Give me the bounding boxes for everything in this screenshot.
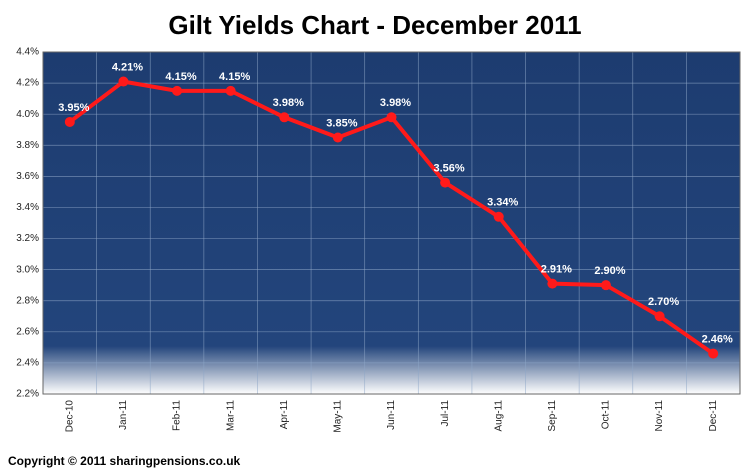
y-tick-label: 2.2% (16, 389, 39, 400)
y-tick-label: 4.2% (16, 78, 39, 89)
x-tick-label: May-11 (333, 400, 344, 433)
data-point (708, 348, 719, 359)
data-point (172, 85, 183, 96)
data-label: 4.15% (219, 71, 250, 83)
x-tick-label: Apr-11 (279, 400, 290, 430)
x-tick-label: Aug-11 (493, 400, 504, 432)
x-tick-label: Dec-10 (64, 400, 75, 433)
data-label: 3.98% (273, 97, 304, 109)
data-label: 4.15% (165, 71, 196, 83)
data-point (600, 280, 611, 291)
data-point (332, 132, 343, 143)
x-tick-label: Dec-11 (708, 400, 719, 432)
data-label: 2.91% (541, 264, 572, 276)
x-tick-label: Jan-11 (118, 400, 129, 430)
x-tick-label: Feb-11 (172, 400, 183, 431)
footer: Copyright © 2011 sharingpensions.co.uk (8, 454, 241, 468)
y-tick-label: 3.4% (16, 202, 39, 213)
data-point (654, 311, 665, 322)
y-tick-label: 2.6% (16, 326, 39, 337)
data-point (386, 112, 397, 123)
y-tick-label: 3.0% (16, 264, 39, 275)
data-label: 4.21% (112, 61, 143, 73)
data-label: 3.98% (380, 97, 411, 109)
x-tick-label: Jul-11 (440, 400, 451, 427)
data-point (64, 116, 75, 127)
y-tick-label: 3.2% (16, 233, 39, 244)
data-label: 3.95% (58, 102, 89, 114)
chart-title: Gilt Yields Chart - December 2011 (168, 10, 581, 40)
y-tick-label: 3.6% (16, 171, 39, 182)
data-label: 2.70% (648, 296, 679, 308)
y-tick-label: 3.8% (16, 140, 39, 151)
plot-area (43, 52, 740, 394)
data-label: 3.85% (326, 117, 357, 129)
y-tick-label: 2.4% (16, 358, 39, 369)
x-tick-label: Oct-11 (601, 400, 612, 430)
y-tick-label: 4.0% (16, 109, 39, 120)
data-point (493, 211, 504, 222)
data-point (118, 76, 129, 87)
x-tick-label: Nov-11 (654, 400, 665, 432)
x-tick-label: Mar-11 (225, 400, 236, 431)
data-label: 2.46% (702, 333, 733, 345)
data-label: 2.90% (594, 265, 625, 277)
y-tick-label: 4.4% (16, 47, 39, 58)
plot-border (42, 51, 741, 395)
data-point (279, 112, 290, 123)
data-point (225, 85, 236, 96)
x-tick-label: Sep-11 (547, 400, 558, 432)
data-point (440, 177, 451, 188)
data-point (547, 278, 558, 289)
x-tick-label: Jun-11 (386, 400, 397, 430)
y-tick-label: 2.8% (16, 295, 39, 306)
data-label: 3.56% (434, 162, 465, 174)
data-label: 3.34% (487, 197, 518, 209)
